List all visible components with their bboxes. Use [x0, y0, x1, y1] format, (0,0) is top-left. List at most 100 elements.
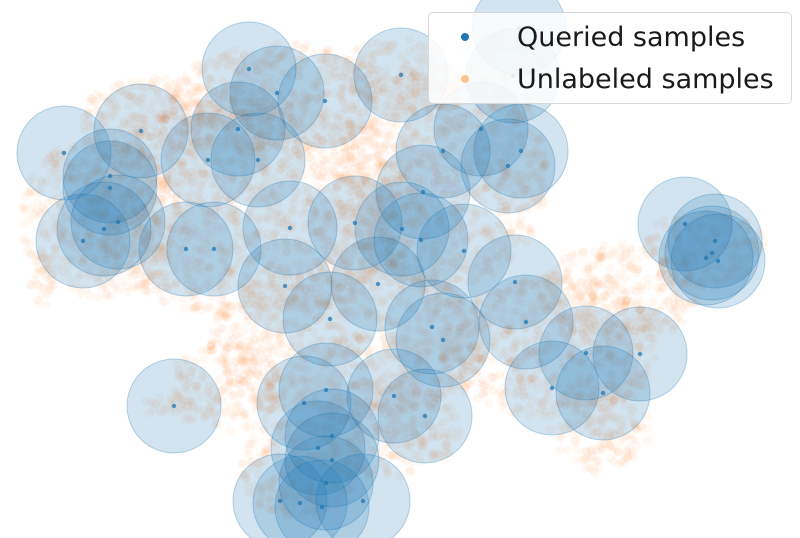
unlabeled-sample-point — [403, 365, 412, 374]
unlabeled-sample-point — [347, 342, 357, 352]
unlabeled-sample-point — [433, 431, 442, 441]
unlabeled-sample-point — [344, 395, 354, 405]
unlabeled-sample-point — [294, 427, 304, 437]
unlabeled-sample-point — [388, 451, 398, 461]
unlabeled-sample-point — [330, 161, 340, 171]
unlabeled-sample-point — [326, 423, 336, 433]
unlabeled-sample-point — [348, 441, 358, 451]
unlabeled-sample-point — [335, 323, 345, 332]
unlabeled-sample-point — [257, 490, 267, 500]
unlabeled-sample-point — [234, 332, 244, 342]
unlabeled-sample-point — [453, 344, 463, 354]
unlabeled-sample-point — [567, 258, 577, 268]
unlabeled-sample-point — [213, 394, 223, 404]
unlabeled-sample-point — [279, 468, 289, 478]
unlabeled-sample-point — [275, 447, 284, 457]
unlabeled-sample-point — [609, 456, 618, 466]
unlabeled-sample-point — [216, 306, 226, 316]
unlabeled-sample-point — [357, 464, 367, 474]
unlabeled-sample-point — [433, 423, 443, 433]
unlabeled-sample-point — [340, 267, 350, 277]
unlabeled-sample-point — [458, 356, 468, 366]
unlabeled-sample-point — [328, 387, 337, 397]
unlabeled-sample-point — [329, 449, 339, 459]
unlabeled-sample-point — [216, 300, 226, 310]
unlabeled-sample-point — [252, 369, 262, 379]
unlabeled-sample-point — [159, 406, 169, 416]
unlabeled-sample-point — [250, 357, 260, 367]
unlabeled-sample-point — [201, 412, 210, 422]
unlabeled-sample-point — [204, 380, 214, 390]
unlabeled-sample-point — [165, 394, 175, 404]
unlabeled-sample-point — [352, 434, 361, 444]
unlabeled-sample-point — [263, 377, 273, 387]
unlabeled-sample-point — [424, 400, 434, 410]
unlabeled-sample-point — [423, 392, 433, 402]
unlabeled-sample-point — [310, 499, 320, 509]
unlabeled-sample-point — [408, 414, 418, 424]
unlabeled-sample-point — [433, 449, 443, 458]
unlabeled-sample-point — [267, 505, 277, 515]
unlabeled-sample-point — [342, 484, 352, 494]
unlabeled-sample-point — [422, 297, 432, 307]
unlabeled-sample-point — [414, 451, 424, 461]
unlabeled-sample-point — [313, 439, 323, 449]
unlabeled-sample-point — [245, 285, 255, 295]
unlabeled-sample-point — [277, 470, 287, 480]
unlabeled-sample-point — [332, 415, 342, 425]
unlabeled-sample-point — [424, 346, 433, 356]
unlabeled-sample-point — [239, 326, 249, 336]
unlabeled-sample-point — [415, 457, 425, 467]
unlabeled-sample-point — [271, 452, 281, 461]
unlabeled-sample-point — [160, 297, 170, 307]
unlabeled-sample-point — [203, 386, 213, 396]
unlabeled-sample-point — [281, 507, 291, 517]
unlabeled-sample-point — [306, 482, 316, 492]
unlabeled-sample-point — [239, 377, 248, 387]
unlabeled-sample-point — [323, 255, 333, 265]
unlabeled-sample-point — [494, 388, 504, 397]
unlabeled-sample-point — [413, 354, 423, 364]
unlabeled-sample-point — [191, 303, 201, 312]
unlabeled-sample-point — [367, 296, 377, 306]
unlabeled-sample-point — [241, 473, 251, 483]
unlabeled-sample-point — [135, 270, 145, 280]
unlabeled-sample-point — [351, 381, 361, 391]
unlabeled-sample-point — [393, 391, 403, 401]
unlabeled-sample-point — [344, 345, 354, 355]
unlabeled-sample-point — [371, 377, 381, 387]
unlabeled-sample-point — [613, 447, 623, 457]
unlabeled-sample-point — [351, 348, 361, 358]
unlabeled-sample-point — [353, 465, 363, 474]
unlabeled-sample-point — [414, 315, 424, 325]
unlabeled-sample-point — [385, 430, 394, 440]
unlabeled-sample-point — [235, 389, 245, 399]
unlabeled-sample-point — [375, 384, 385, 394]
unlabeled-sample-point — [318, 435, 328, 445]
unlabeled-sample-point — [409, 399, 419, 409]
unlabeled-sample-point — [384, 439, 394, 449]
unlabeled-sample-point — [259, 450, 269, 460]
unlabeled-sample-point — [224, 376, 234, 386]
unlabeled-sample-point — [343, 411, 353, 421]
unlabeled-sample-point — [279, 362, 289, 372]
unlabeled-sample-point — [206, 403, 216, 413]
unlabeled-sample-point — [350, 408, 360, 418]
unlabeled-sample-point — [428, 453, 438, 463]
unlabeled-sample-point — [254, 370, 264, 380]
unlabeled-sample-point — [246, 457, 256, 467]
unlabeled-sample-point — [455, 371, 464, 381]
unlabeled-sample-point — [283, 512, 293, 522]
unlabeled-sample-point — [220, 381, 230, 391]
unlabeled-sample-point — [271, 389, 281, 399]
unlabeled-sample-point — [321, 404, 331, 414]
unlabeled-sample-point — [410, 430, 420, 440]
unlabeled-sample-point — [277, 374, 286, 384]
unlabeled-sample-point — [329, 461, 339, 471]
unlabeled-sample-point — [276, 326, 286, 336]
unlabeled-sample-point — [188, 397, 198, 407]
unlabeled-sample-point — [237, 355, 247, 365]
unlabeled-sample-point — [271, 363, 281, 373]
unlabeled-sample-point — [360, 463, 370, 473]
unlabeled-sample-point — [598, 292, 608, 302]
